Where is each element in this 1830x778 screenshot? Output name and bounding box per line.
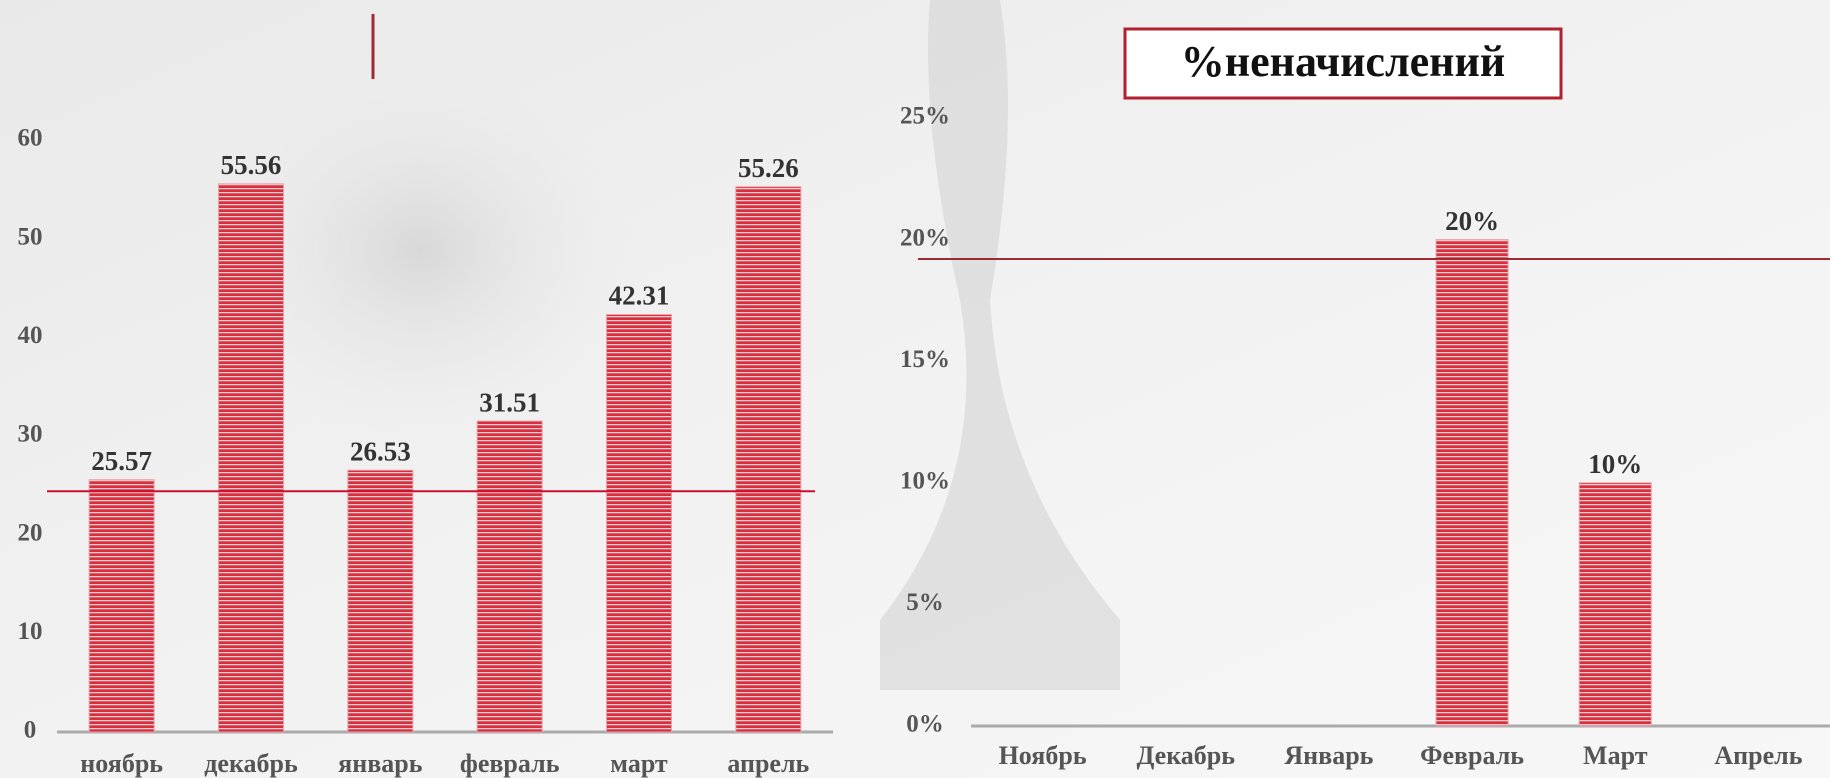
- x-tick-label: март: [610, 749, 668, 778]
- data-label: 55.26: [738, 153, 799, 183]
- bar: [477, 421, 542, 732]
- bar: [219, 184, 284, 732]
- data-label: 42.31: [609, 281, 670, 311]
- y-tick-label: 10%: [900, 468, 950, 495]
- y-tick-label: 20: [18, 519, 43, 546]
- chart-title: %неначислений: [1181, 37, 1505, 86]
- x-tick-label: Декабрь: [1136, 741, 1235, 770]
- y-tick-label: 40: [18, 322, 43, 349]
- y-tick-label: 0: [24, 717, 37, 744]
- y-tick-label: 50: [18, 223, 43, 250]
- x-tick-label: апрель: [727, 749, 809, 778]
- bar: [607, 315, 672, 732]
- y-tick-label: 15%: [900, 346, 950, 373]
- y-tick-label: 25%: [900, 103, 950, 130]
- bar: [1436, 240, 1508, 726]
- y-tick-label: 30: [18, 421, 43, 448]
- data-label: 10%: [1588, 449, 1642, 479]
- y-tick-label: 0%: [906, 711, 944, 738]
- x-tick-label: январь: [338, 749, 423, 778]
- x-tick-label: Апрель: [1714, 741, 1802, 770]
- y-tick-label: 60: [18, 125, 43, 152]
- x-tick-label: Ноябрь: [999, 741, 1087, 770]
- x-tick-label: Февраль: [1420, 741, 1524, 770]
- chart: %неначислений 0 10 20 30 40 50 60 ноябрь 25.57 де…: [0, 0, 1830, 778]
- bar: [89, 480, 154, 732]
- bar: [736, 187, 801, 732]
- data-label: 25.57: [91, 446, 152, 476]
- x-tick-label: Март: [1583, 741, 1648, 770]
- x-tick-label: Январь: [1284, 741, 1373, 770]
- data-label: 31.51: [479, 387, 540, 417]
- y-tick-label: 20%: [900, 224, 950, 251]
- x-tick-label: ноябрь: [80, 749, 163, 778]
- y-tick-label: 10: [18, 618, 43, 645]
- page: %неначислений 0 10 20 30 40 50 60 ноябрь 25.57 де…: [0, 0, 1830, 778]
- data-label: 20%: [1445, 206, 1499, 236]
- data-label: 26.53: [350, 436, 411, 466]
- x-tick-label: февраль: [460, 749, 560, 778]
- x-tick-label: декабрь: [204, 749, 298, 778]
- y-tick-label: 5%: [906, 589, 944, 616]
- data-label: 55.56: [221, 150, 282, 180]
- bar: [348, 470, 413, 732]
- bar: [1579, 483, 1651, 726]
